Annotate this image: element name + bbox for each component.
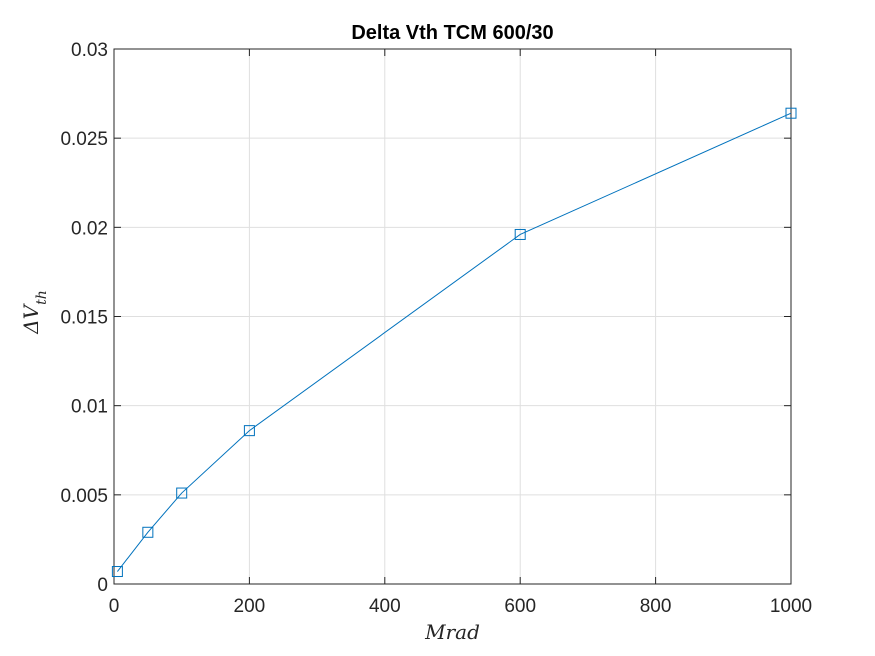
y-axis-label-symbol: ΔV: [19, 302, 43, 334]
series-line: [116, 112, 792, 572]
data-point-marker: [243, 425, 255, 437]
axes-box: [113, 48, 792, 585]
y-axis-label-subscript: th: [34, 290, 50, 305]
y-tick-label: 0.025: [60, 129, 108, 150]
y-axis-label: ΔVth: [19, 290, 50, 335]
x-tick-label: 600: [504, 596, 536, 617]
y-tick-label: 0.005: [60, 486, 108, 507]
axes: [113, 48, 792, 585]
x-tick-label: 200: [234, 596, 266, 617]
x-tick-label: 800: [640, 596, 672, 617]
x-tick-label: 0: [109, 596, 120, 617]
tick-labels: 0 200 400 600 800 1000 0 0.005 0.01 0.015 0.02 0.02…: [60, 40, 812, 617]
series-layer: [111, 107, 797, 578]
y-tick-label: 0.01: [71, 397, 108, 418]
y-tick-label: 0.015: [60, 308, 108, 329]
x-axis-label: Mrad: [424, 620, 480, 644]
data-point-marker: [514, 228, 526, 240]
data-point-marker: [176, 487, 188, 499]
data-point-marker: [785, 107, 797, 119]
y-tick-label: 0.02: [71, 218, 108, 239]
y-tick-label: 0.03: [71, 40, 108, 61]
data-point-marker: [142, 526, 154, 538]
y-tick-label: 0: [97, 575, 108, 596]
x-tick-label: 400: [369, 596, 401, 617]
x-tick-label: 1000: [770, 596, 812, 617]
data-point-marker: [111, 566, 123, 578]
chart-title: Delta Vth TCM 600/30: [351, 22, 553, 44]
